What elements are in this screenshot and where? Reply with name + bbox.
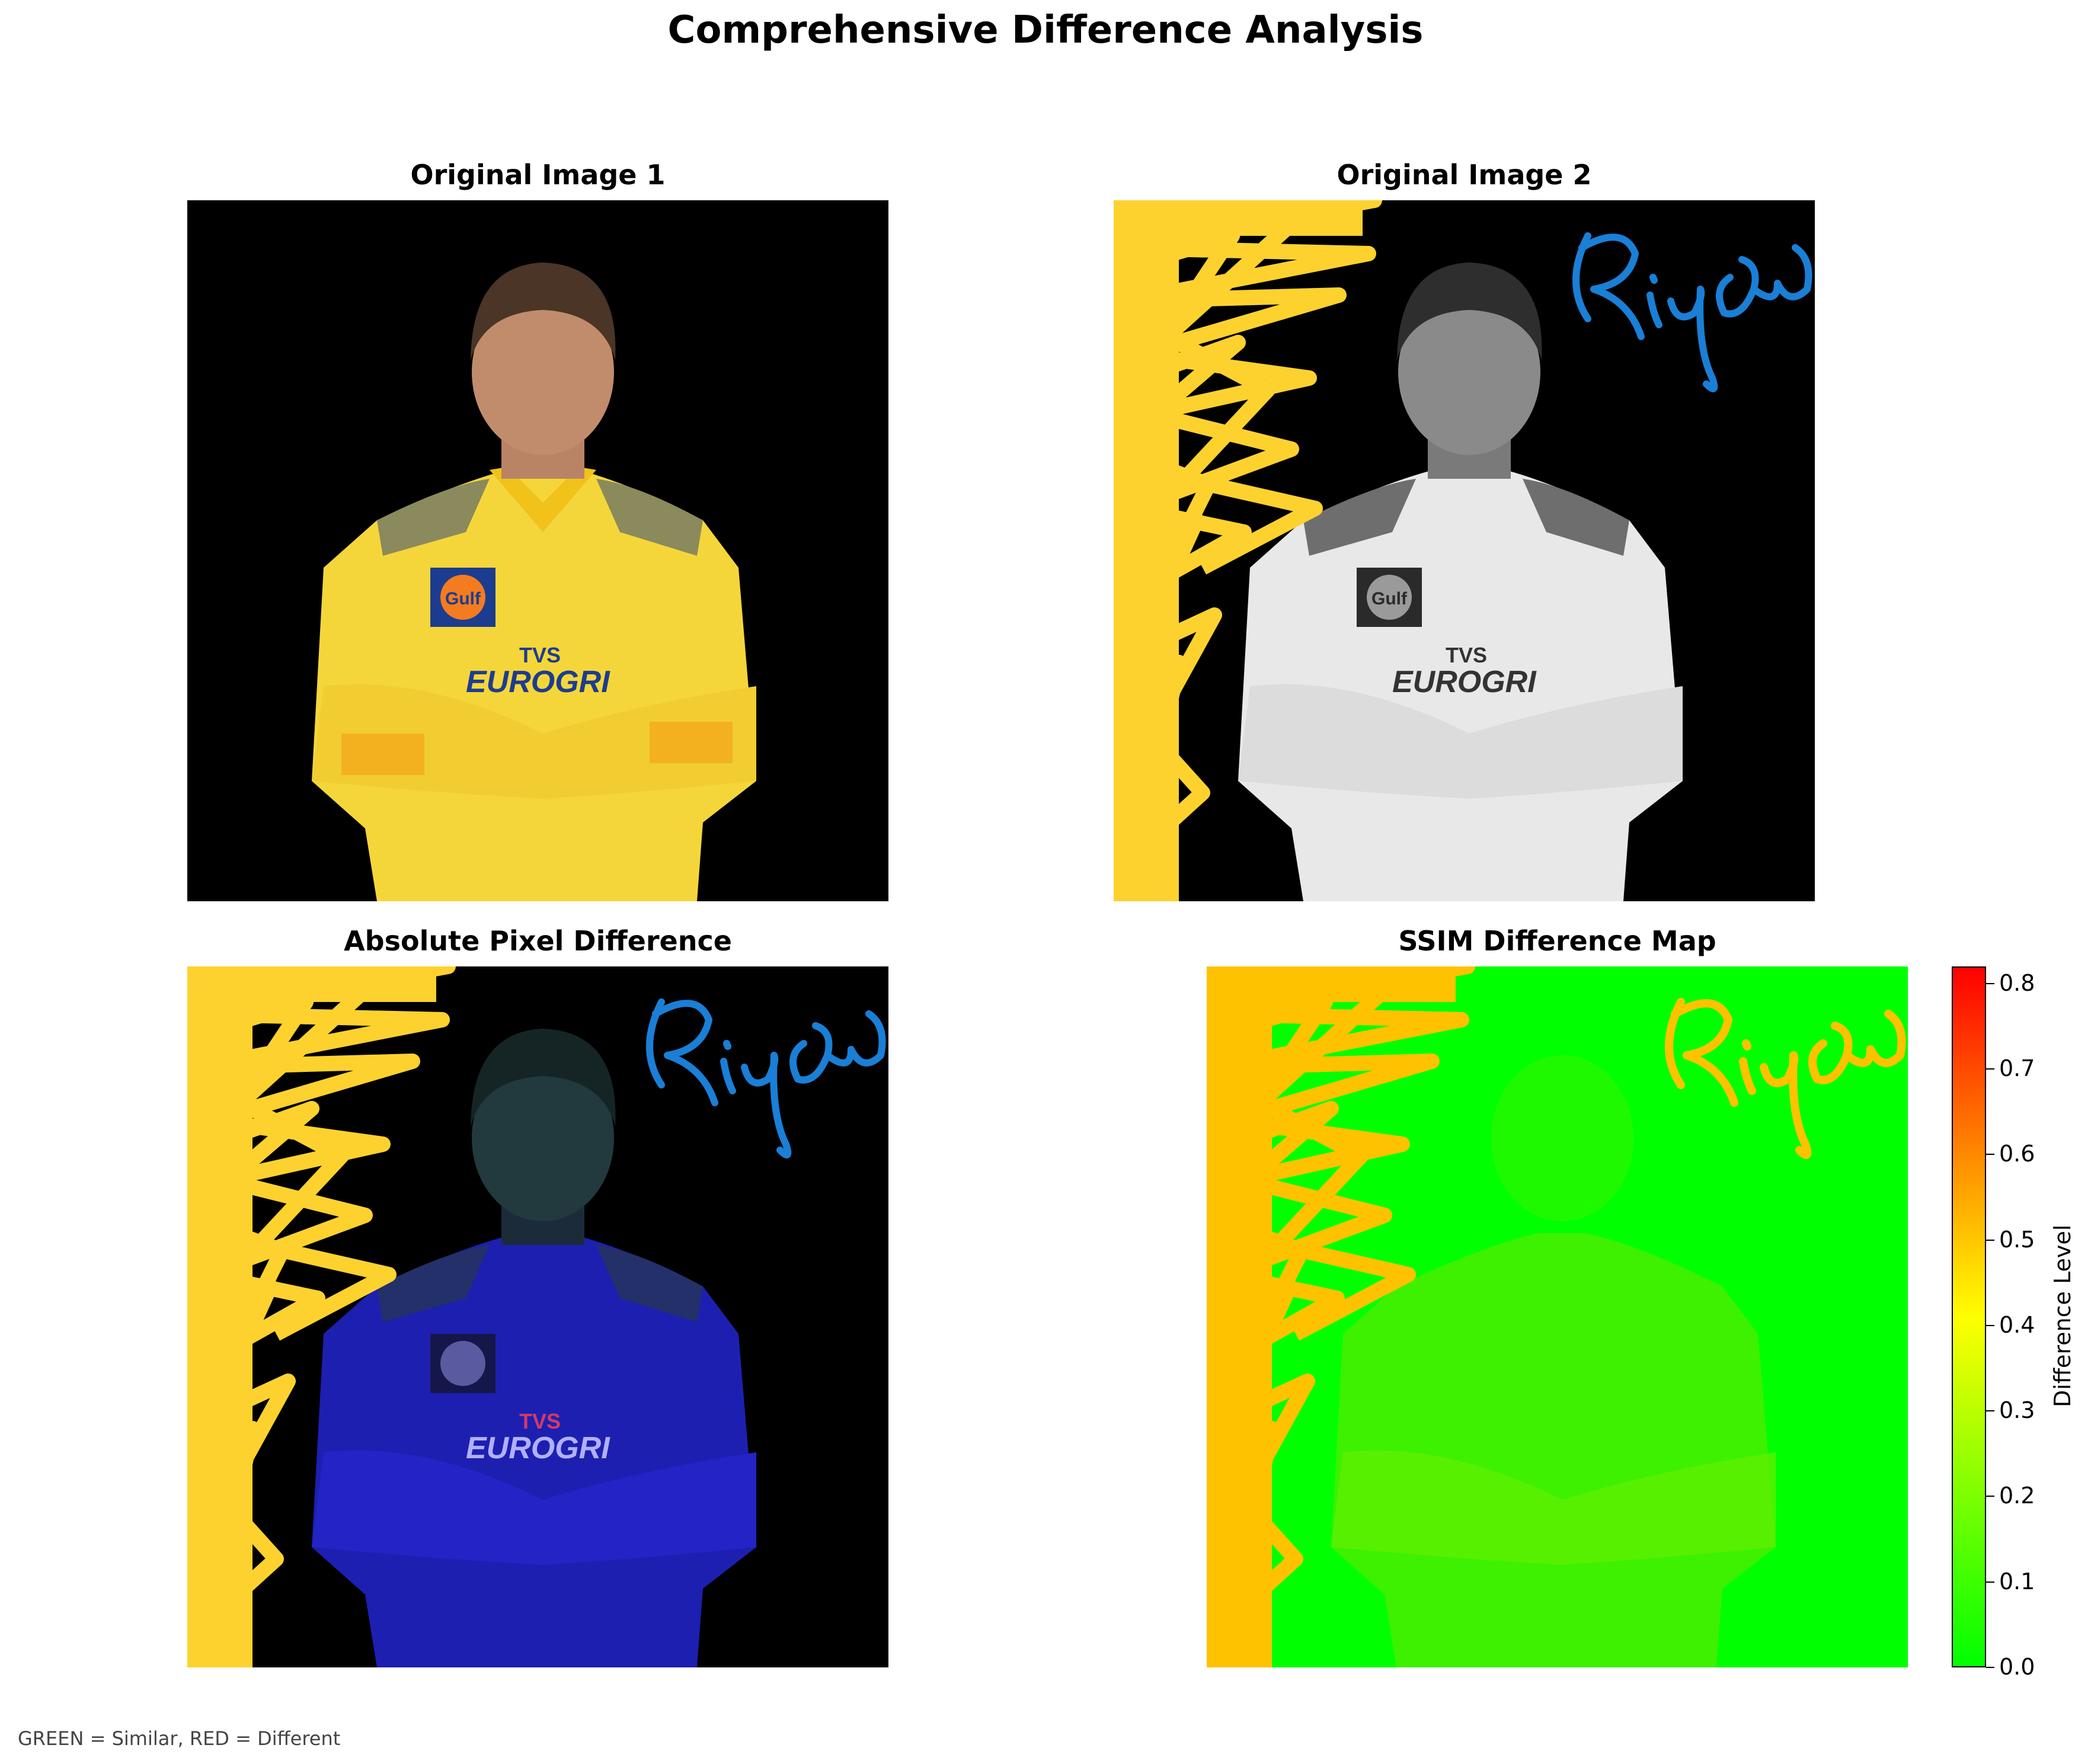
- gulf-badge-text: Gulf: [445, 589, 481, 609]
- colorbar-tick-mark: [1986, 1581, 1994, 1583]
- svg-text:EUROGRI: EUROGRI: [1392, 665, 1537, 699]
- blue-signature: [1572, 232, 1812, 392]
- original-image-2: Gulf TVS EUROGRI: [1114, 200, 1815, 901]
- colorbar-label: Difference Level: [2050, 1224, 2076, 1407]
- colorbar-tick-mark: [1986, 982, 1994, 984]
- colorbar-tick-mark: [1986, 1496, 1994, 1497]
- panel-4-title: SSIM Difference Map: [1398, 925, 1716, 957]
- panel-3-title: Absolute Pixel Difference: [344, 925, 732, 957]
- colorbar-tick-mark: [1986, 1239, 1994, 1241]
- svg-text:TVS: TVS: [1446, 643, 1487, 667]
- colorbar-tick-mark: [1986, 1154, 1994, 1155]
- colorbar-tick-label: 0.8: [1999, 969, 2035, 996]
- colorbar-tick-label: 0.4: [1999, 1311, 2035, 1338]
- colorbar-tick-mark: [1986, 1410, 1994, 1412]
- svg-text:Gulf: Gulf: [1371, 589, 1408, 609]
- ssim-difference-map: [1207, 966, 1908, 1667]
- footnote: GREEN = Similar, RED = Different: [18, 1727, 341, 1750]
- svg-text:TVS: TVS: [519, 1409, 561, 1433]
- svg-text:EUROGRI: EUROGRI: [466, 665, 610, 699]
- panel-1-title: Original Image 1: [410, 159, 666, 191]
- figure-title: Comprehensive Difference Analysis: [667, 8, 1424, 52]
- colorbar-tick-label: 0.6: [1999, 1141, 2035, 1167]
- svg-text:TVS: TVS: [519, 643, 561, 667]
- yellow-scribble: [1114, 200, 1382, 901]
- jersey-shape: [312, 467, 756, 901]
- colorbar-tick-label: 0.1: [1999, 1568, 2035, 1595]
- panel-2-title: Original Image 2: [1337, 159, 1592, 191]
- colorbar-tick-label: 0.3: [1999, 1397, 2035, 1424]
- colorbar: [1952, 966, 1986, 1667]
- colorbar-tick-mark: [1986, 1324, 1994, 1326]
- colorbar-tick-mark: [1986, 1667, 1994, 1668]
- svg-text:EUROGRI: EUROGRI: [466, 1431, 610, 1465]
- colorbar-tick-label: 0.2: [1999, 1483, 2035, 1509]
- colorbar-tick-mark: [1986, 1068, 1994, 1070]
- colorbar-tick-label: 0.5: [1999, 1226, 2035, 1253]
- colorbar-tick-label: 0.7: [1999, 1055, 2035, 1082]
- absolute-pixel-difference: TVS EUROGRI: [187, 966, 888, 1667]
- original-image-1: Gulf TVS EUROGRI: [187, 200, 888, 901]
- colorbar-tick-label: 0.0: [1999, 1654, 2035, 1680]
